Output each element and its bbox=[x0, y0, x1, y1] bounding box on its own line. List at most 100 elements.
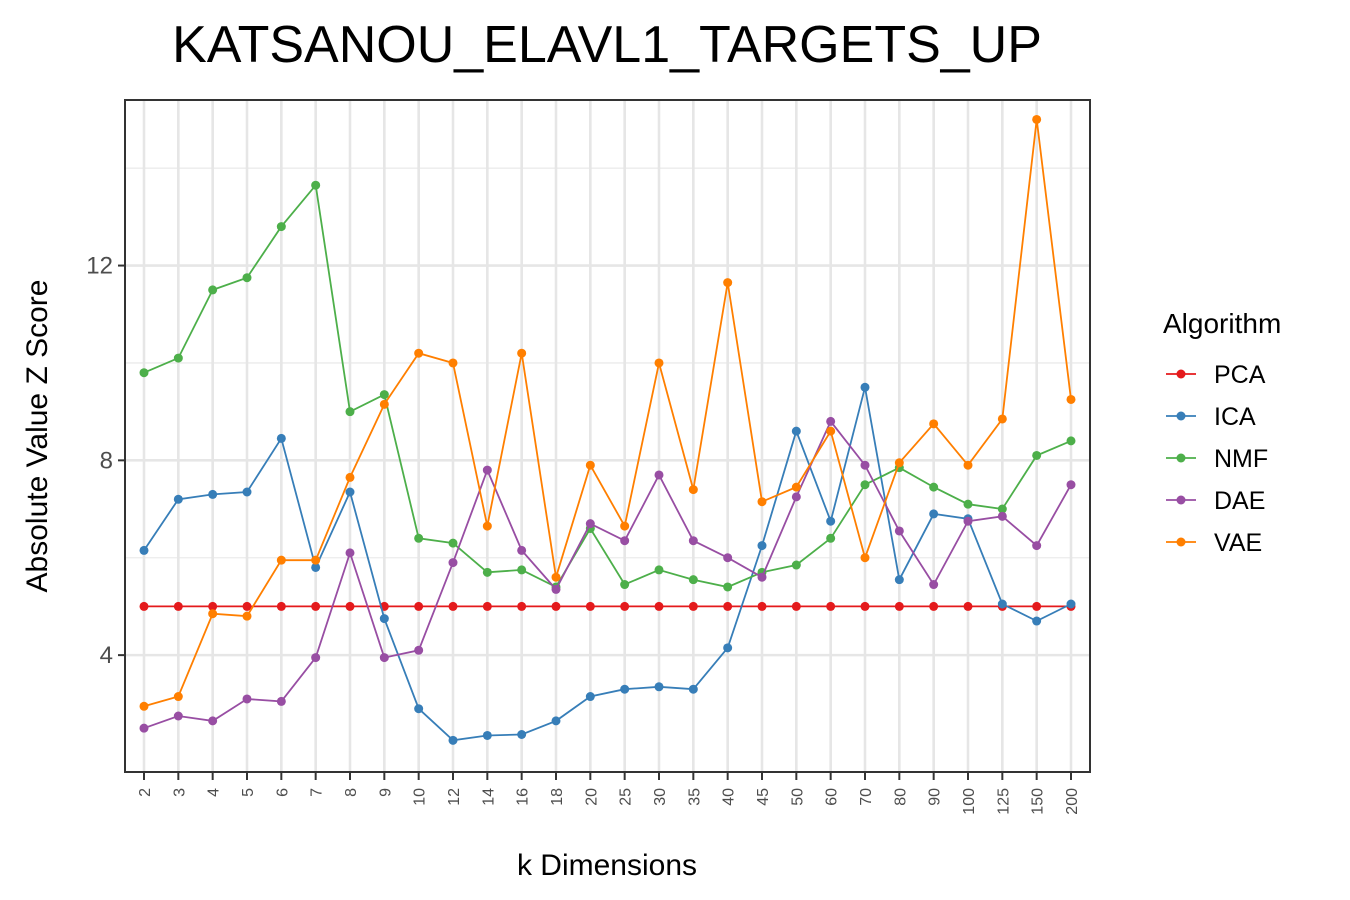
x-tick-label: 18 bbox=[549, 788, 566, 806]
data-point-pca bbox=[654, 601, 664, 611]
x-tick-label: 200 bbox=[1064, 788, 1081, 815]
x-tick-label: 60 bbox=[824, 788, 841, 806]
data-point-pca bbox=[791, 601, 801, 611]
data-point-dae bbox=[551, 584, 561, 594]
x-tick-label: 50 bbox=[789, 788, 806, 806]
series-line-nmf bbox=[143, 183, 1072, 589]
data-point-vae bbox=[276, 555, 286, 565]
x-tick-label: 12 bbox=[446, 788, 463, 806]
data-point-nmf bbox=[276, 222, 286, 232]
data-point-dae bbox=[723, 553, 733, 563]
x-tick-label: 8 bbox=[343, 788, 360, 797]
data-point-ica bbox=[311, 562, 321, 572]
legend-marker-nmf bbox=[1176, 453, 1186, 463]
data-point-vae bbox=[379, 399, 389, 409]
legend: Algorithm PCA ICA NMF DAE VAE bbox=[1163, 308, 1281, 557]
data-point-nmf bbox=[1066, 436, 1076, 446]
legend-label-dae: DAE bbox=[1214, 487, 1265, 515]
data-point-pca bbox=[826, 601, 836, 611]
data-point-ica bbox=[894, 575, 904, 585]
data-point-dae bbox=[276, 696, 286, 706]
data-point-ica bbox=[414, 704, 424, 714]
x-tick-label: 35 bbox=[686, 788, 703, 806]
data-point-dae bbox=[173, 711, 183, 721]
data-point-ica bbox=[1066, 599, 1076, 609]
data-point-ica bbox=[448, 735, 458, 745]
data-point-ica bbox=[379, 614, 389, 624]
data-point-vae bbox=[688, 485, 698, 495]
data-point-vae bbox=[242, 611, 252, 621]
legend-item-ica: ICA bbox=[1166, 403, 1256, 431]
data-point-nmf bbox=[860, 480, 870, 490]
data-point-nmf bbox=[173, 353, 183, 363]
data-point-nmf bbox=[620, 580, 630, 590]
y-tick-label: 12 bbox=[86, 253, 113, 280]
data-point-pca bbox=[482, 601, 492, 611]
data-point-ica bbox=[551, 716, 561, 726]
data-point-nmf bbox=[208, 285, 218, 295]
data-point-dae bbox=[311, 653, 321, 663]
data-point-pca bbox=[1032, 601, 1042, 611]
data-point-dae bbox=[345, 548, 355, 558]
data-point-pca bbox=[860, 601, 870, 611]
data-point-nmf bbox=[311, 180, 321, 190]
data-point-dae bbox=[860, 460, 870, 470]
data-point-dae bbox=[208, 716, 218, 726]
x-tick-label: 25 bbox=[618, 788, 635, 806]
data-point-nmf bbox=[448, 538, 458, 548]
x-tick-label: 45 bbox=[755, 788, 772, 806]
data-point-vae bbox=[654, 358, 664, 368]
data-point-nmf bbox=[688, 575, 698, 585]
series-line-ica bbox=[143, 387, 1072, 742]
x-tick-label: 2 bbox=[137, 788, 154, 797]
data-point-vae bbox=[894, 458, 904, 468]
legend-marker-vae bbox=[1176, 537, 1186, 547]
data-point-dae bbox=[963, 516, 973, 526]
legend-marker-pca bbox=[1176, 369, 1186, 379]
data-point-ica bbox=[1032, 616, 1042, 626]
data-point-dae bbox=[997, 511, 1007, 521]
data-point-dae bbox=[757, 572, 767, 582]
x-tick-label: 5 bbox=[240, 788, 257, 797]
data-point-vae bbox=[448, 358, 458, 368]
data-point-nmf bbox=[723, 582, 733, 592]
x-tick-label: 100 bbox=[961, 788, 978, 815]
data-point-nmf bbox=[929, 482, 939, 492]
data-point-vae bbox=[929, 419, 939, 429]
data-point-pca bbox=[688, 601, 698, 611]
legend-item-pca: PCA bbox=[1166, 361, 1266, 389]
data-point-dae bbox=[242, 694, 252, 704]
data-point-vae bbox=[517, 348, 527, 358]
gridlines bbox=[125, 100, 1090, 772]
data-point-nmf bbox=[791, 560, 801, 570]
legend-marker-dae bbox=[1176, 495, 1186, 505]
data-point-nmf bbox=[345, 407, 355, 417]
data-point-vae bbox=[345, 472, 355, 482]
legend-label-nmf: NMF bbox=[1214, 445, 1268, 473]
data-point-vae bbox=[997, 414, 1007, 424]
data-point-vae bbox=[1066, 394, 1076, 404]
data-point-pca bbox=[448, 601, 458, 611]
data-point-pca bbox=[208, 601, 218, 611]
data-point-vae bbox=[757, 497, 767, 507]
y-tick-label: 8 bbox=[100, 447, 113, 474]
x-tick-label: 30 bbox=[652, 788, 669, 806]
data-point-vae bbox=[585, 460, 595, 470]
data-point-pca bbox=[757, 601, 767, 611]
x-tick-label: 20 bbox=[583, 788, 600, 806]
legend-item-vae: VAE bbox=[1166, 529, 1262, 557]
data-point-pca bbox=[517, 601, 527, 611]
x-tick-label: 80 bbox=[892, 788, 909, 806]
legend-marker-ica bbox=[1176, 411, 1186, 421]
series-line-dae bbox=[143, 419, 1072, 730]
series-layer bbox=[139, 114, 1076, 745]
data-point-dae bbox=[929, 580, 939, 590]
data-point-ica bbox=[276, 433, 286, 443]
data-point-vae bbox=[826, 426, 836, 436]
y-tick-label: 4 bbox=[100, 642, 113, 669]
data-point-dae bbox=[791, 492, 801, 502]
data-point-vae bbox=[723, 278, 733, 288]
data-point-pca bbox=[173, 601, 183, 611]
data-point-nmf bbox=[139, 368, 149, 378]
